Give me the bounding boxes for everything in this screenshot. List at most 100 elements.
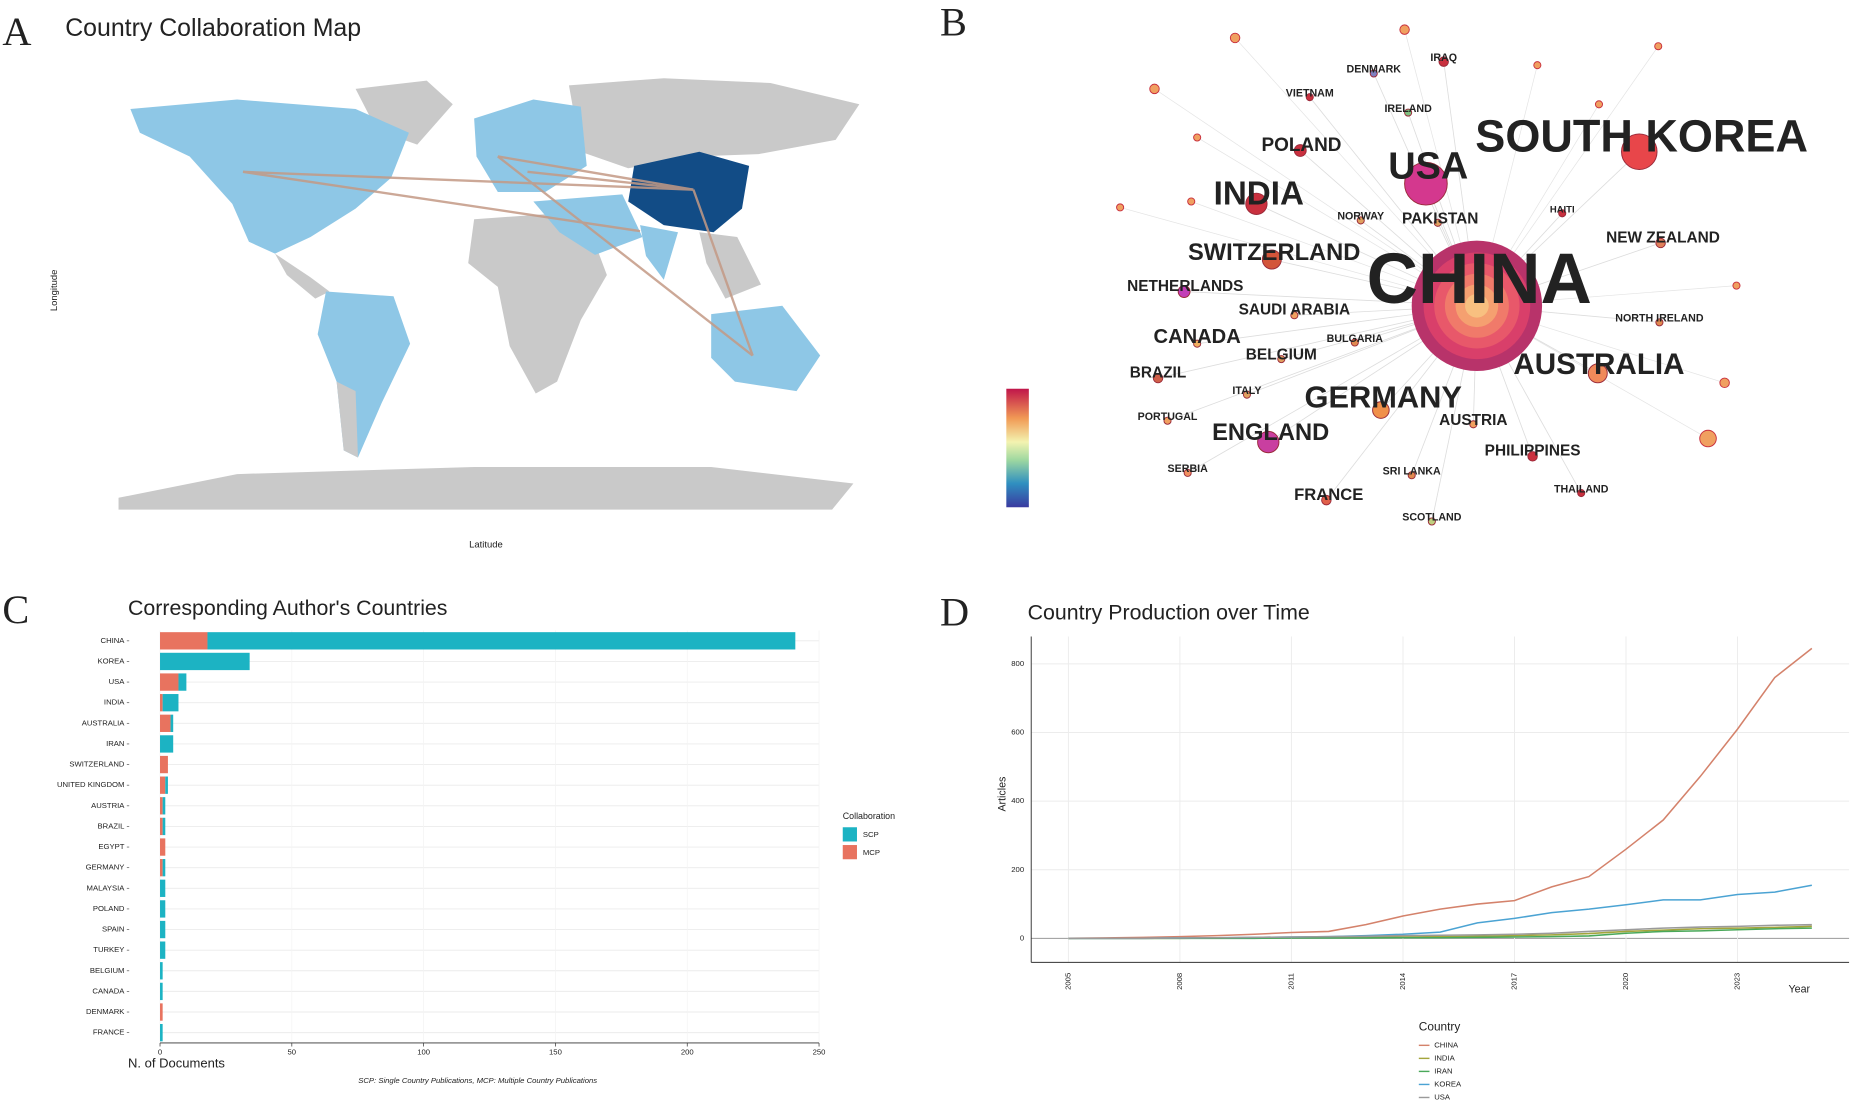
legend-label: CHINA <box>1434 1040 1459 1049</box>
y-tick-label: IRAN <box>106 739 124 748</box>
y-tick-label: 800 <box>1011 659 1024 668</box>
collaboration-link <box>497 155 754 357</box>
network-node <box>1229 32 1241 44</box>
network-label: NETHERLANDS <box>1127 278 1243 295</box>
legend-label: SCP <box>863 830 879 839</box>
network-label: NEW ZEALAND <box>1606 229 1720 246</box>
bar-segment <box>160 632 208 650</box>
legend-swatch <box>842 827 857 842</box>
legend-title: Collaboration <box>843 811 895 821</box>
network-node <box>1469 420 1478 429</box>
network-node <box>1399 24 1410 35</box>
landmass <box>317 291 411 458</box>
y-tick-label: EGYPT <box>98 842 124 851</box>
network-node <box>1372 401 1390 419</box>
x-tick-label: 250 <box>813 1047 826 1056</box>
network-node <box>1290 311 1299 320</box>
network-node <box>1587 363 1608 384</box>
network-label: VIETNAM <box>1286 87 1334 99</box>
network-label: GERMANY <box>1305 380 1463 415</box>
network-node <box>1193 339 1202 348</box>
network-node <box>1177 285 1191 298</box>
landmass <box>474 99 587 192</box>
network-node <box>1577 489 1586 498</box>
network-label: NORTH IRELAND <box>1615 313 1704 325</box>
landmass <box>711 305 821 392</box>
x-tick-label: 2011 <box>1286 973 1295 990</box>
network-node <box>1719 377 1730 389</box>
landmass <box>533 194 643 255</box>
y-tick-label: FRANCE <box>93 1028 125 1037</box>
y-tick-label: AUSTRALIA <box>82 718 126 727</box>
landmass <box>336 381 358 458</box>
network-label: SERBIA <box>1168 463 1209 475</box>
bar-segment <box>160 755 168 774</box>
network-label: USA <box>1388 145 1468 187</box>
network-node <box>1594 100 1604 109</box>
legend-label: USA <box>1434 1093 1451 1102</box>
network-label: SOUTH KOREA <box>1475 111 1808 162</box>
network-label: FRANCE <box>1294 485 1363 504</box>
network-label: SCOTLAND <box>1402 512 1462 524</box>
y-tick-label: AUSTRIA <box>91 801 125 810</box>
bar-segment <box>160 838 166 856</box>
network-node <box>1438 56 1449 67</box>
y-tick-label: 200 <box>1011 865 1024 874</box>
network-label: BRAZIL <box>1130 364 1186 381</box>
bar-segment <box>160 982 163 1001</box>
x-tick-label: 0 <box>158 1047 162 1056</box>
y-tick-label: SPAIN <box>102 925 125 934</box>
bar-segment <box>162 817 166 836</box>
collaboration-link <box>527 170 694 191</box>
collaboration-link <box>242 170 694 191</box>
panel-label: C <box>2 587 29 632</box>
landmass <box>274 253 330 299</box>
network-node <box>1655 318 1664 327</box>
network-node <box>1257 430 1280 454</box>
panel-label: A <box>2 9 31 54</box>
y-tick-label: UNITED KINGDOM <box>57 780 124 789</box>
network-node <box>1356 216 1365 225</box>
network-label: IRELAND <box>1384 103 1432 115</box>
x-axis-label: Year <box>1789 983 1811 995</box>
y-tick-label: USA <box>109 677 126 686</box>
bar-segment <box>160 817 163 836</box>
legend-title: Country <box>1419 1020 1461 1034</box>
x-axis-label: N. of Documents <box>128 1056 225 1071</box>
network-node <box>1655 237 1666 249</box>
y-tick-label: 0 <box>1020 933 1024 942</box>
network-node <box>1732 281 1741 290</box>
network-node <box>1293 144 1307 157</box>
x-tick-label: 50 <box>288 1047 297 1056</box>
legend-label: KOREA <box>1434 1079 1462 1088</box>
network-label: HAITI <box>1550 204 1575 215</box>
collaboration-link <box>497 155 694 191</box>
panel-label: D <box>940 590 969 635</box>
y-tick-label: POLAND <box>93 904 125 913</box>
y-tick-label: BRAZIL <box>98 821 126 830</box>
x-tick-label: 2023 <box>1733 973 1742 990</box>
y-tick-label: TURKEY <box>93 945 124 954</box>
network-node <box>1261 249 1282 270</box>
network-label: BULGARIA <box>1327 333 1384 345</box>
landmass <box>640 225 678 280</box>
network-node <box>1404 108 1413 117</box>
chart-title: Corresponding Author's Countries <box>128 596 447 620</box>
network-label: PAKISTAN <box>1402 210 1478 227</box>
network-node <box>1183 468 1192 477</box>
footnote: SCP: Single Country Publications, MCP: M… <box>358 1076 597 1085</box>
network-node <box>1193 133 1202 142</box>
network-label: CANADA <box>1154 326 1241 348</box>
x-tick-label: 100 <box>417 1047 430 1056</box>
bar-segment <box>160 735 174 753</box>
bar-segment <box>178 673 187 691</box>
series-line <box>1068 647 1813 940</box>
bar-segment <box>160 673 179 691</box>
network-label: SRI LANKA <box>1383 466 1441 478</box>
panel-label: B <box>940 0 967 44</box>
network-label: CHINA <box>1367 240 1592 319</box>
bar-segment <box>160 1003 163 1021</box>
y-tick-label: SWITZERLAND <box>69 760 125 769</box>
network-node <box>1152 372 1164 384</box>
